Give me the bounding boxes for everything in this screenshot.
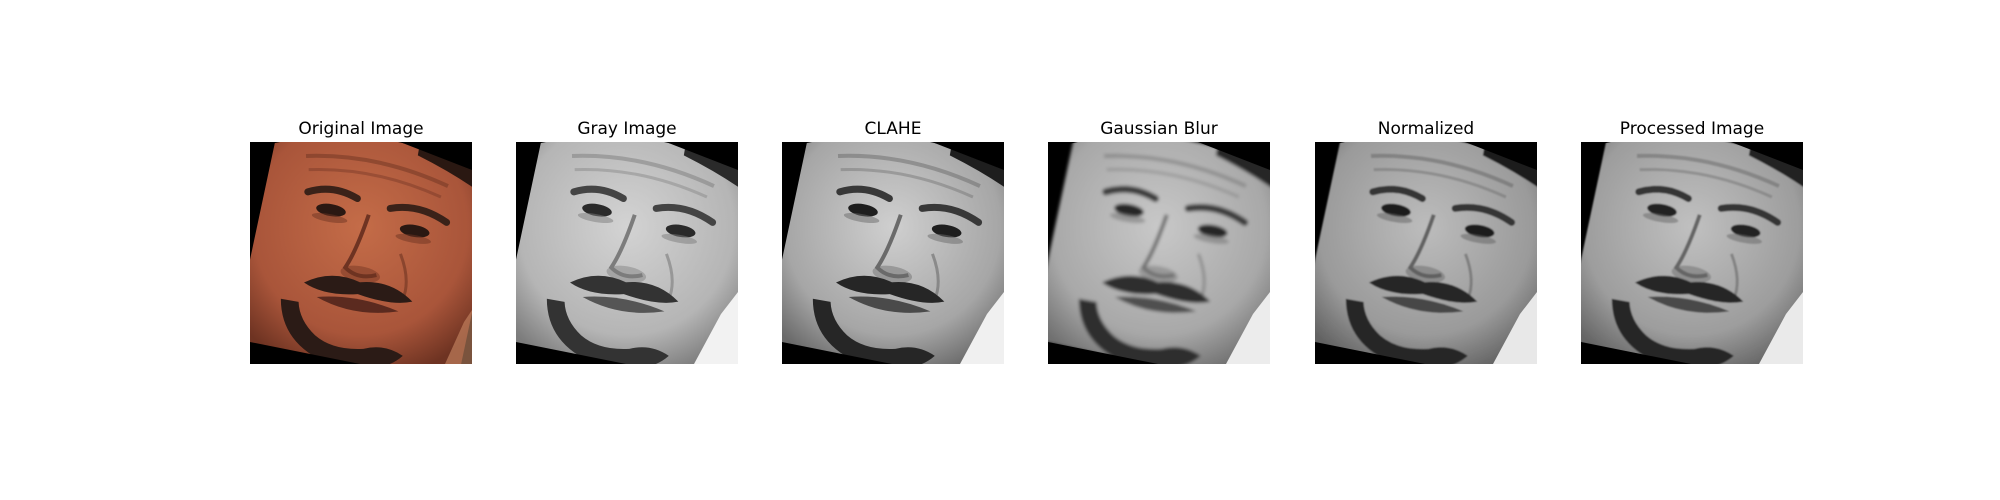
face-photo-icon	[1315, 142, 1537, 364]
crop-corner	[400, 142, 472, 170]
panel-color: Original Image	[250, 116, 472, 364]
goatee	[1611, 298, 1734, 364]
moustache	[836, 275, 945, 303]
face	[516, 142, 738, 364]
face-photo-icon	[250, 142, 472, 364]
nose	[608, 214, 643, 279]
right-eyebrow	[1717, 203, 1782, 226]
panel-gray: Gray Image	[516, 116, 738, 364]
crop-corner	[1581, 342, 1691, 364]
moustache	[1102, 275, 1211, 303]
mouth	[1381, 296, 1464, 313]
panel-title: Original Image	[298, 119, 424, 139]
bright-patch	[960, 292, 1004, 364]
goatee	[1345, 298, 1468, 364]
skin-region	[782, 142, 1004, 364]
left-eyebrow	[1369, 185, 1426, 203]
moustache	[304, 275, 413, 303]
bright-patch	[694, 292, 738, 364]
crop-corner	[1198, 142, 1270, 170]
right-eyebrow	[1451, 203, 1516, 226]
bright-patch	[445, 310, 472, 364]
face-photo-icon	[782, 142, 1004, 364]
face-photo-icon	[516, 142, 738, 364]
bright-patch	[1493, 292, 1537, 364]
bright-patch	[1759, 292, 1803, 364]
skin-region	[516, 142, 738, 364]
face-photo-icon	[1581, 142, 1803, 364]
left-eyebrow	[836, 185, 893, 203]
mouth	[316, 296, 399, 313]
mouth	[1114, 296, 1197, 313]
crop-corner	[782, 342, 892, 364]
face	[782, 142, 1004, 364]
panel-title: Gray Image	[577, 119, 677, 139]
right-eyebrow	[386, 203, 451, 226]
crop-corner	[666, 142, 738, 170]
crop-corner	[782, 142, 812, 148]
panel-normalized: Normalized	[1315, 116, 1537, 364]
goatee	[280, 298, 403, 364]
panel-clahe: CLAHE	[782, 116, 1004, 364]
goatee	[1078, 298, 1201, 364]
mouth	[582, 296, 665, 313]
skin-region	[1048, 142, 1270, 364]
crop-corner	[1731, 142, 1803, 170]
panel-blur: Gaussian Blur	[1048, 116, 1270, 364]
left-eyebrow	[304, 185, 361, 203]
nose	[874, 214, 909, 279]
left-eyebrow	[570, 185, 627, 203]
left-eyebrow	[1102, 185, 1159, 203]
right-eyebrow	[1184, 203, 1249, 226]
crop-corner	[516, 142, 546, 148]
crop-corner	[1581, 142, 1611, 148]
panel-processed: Processed Image	[1581, 116, 1803, 364]
panel-title: Gaussian Blur	[1100, 119, 1218, 139]
right-eyebrow	[652, 203, 717, 226]
crop-corner	[1465, 142, 1537, 170]
crop-corner	[1048, 142, 1078, 148]
crop-corner	[250, 342, 360, 364]
goatee	[812, 298, 935, 364]
left-eyebrow	[1635, 185, 1692, 203]
panel-title: Normalized	[1377, 119, 1475, 139]
goatee	[546, 298, 669, 364]
crop-corner	[516, 342, 626, 364]
face	[1048, 142, 1270, 364]
face-photo-icon	[1048, 142, 1270, 364]
crop-corner	[1048, 342, 1158, 364]
crop-corner	[250, 142, 280, 148]
skin-region	[1315, 142, 1537, 364]
face	[1581, 142, 1803, 364]
crop-corner	[932, 142, 1004, 170]
face	[1315, 142, 1537, 364]
bright-patch	[1226, 292, 1270, 364]
face	[250, 142, 472, 364]
crop-corner	[1315, 142, 1345, 148]
moustache	[570, 275, 679, 303]
mouth	[1647, 296, 1730, 313]
right-eyebrow	[918, 203, 983, 226]
panel-title: CLAHE	[864, 119, 922, 139]
skin-region	[1581, 142, 1803, 364]
skin-region	[250, 142, 472, 364]
mouth	[848, 296, 931, 313]
moustache	[1635, 275, 1744, 303]
moustache	[1369, 275, 1478, 303]
nose	[342, 214, 377, 279]
crop-corner	[1315, 342, 1425, 364]
panel-title: Processed Image	[1619, 119, 1765, 139]
